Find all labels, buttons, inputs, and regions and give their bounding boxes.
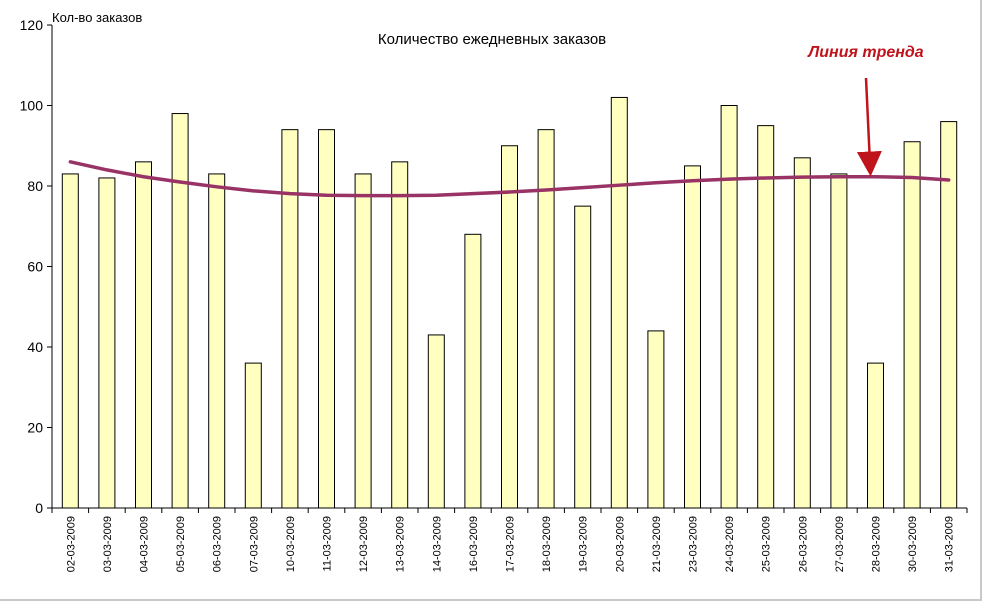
x-tick-label-06-03-2009: 06-03-2009	[212, 516, 224, 572]
x-tick-label-27-03-2009: 27-03-2009	[834, 516, 846, 572]
bar-03-03-2009	[98, 177, 116, 509]
x-tick-label-21-03-2009: 21-03-2009	[651, 516, 663, 572]
x-tick-label-03-03-2009: 03-03-2009	[102, 516, 114, 572]
bar-16-03-2009	[464, 233, 482, 509]
bar-11-03-2009	[318, 129, 335, 509]
x-tick-label-18-03-2009: 18-03-2009	[541, 516, 553, 572]
x-tick-label-31-03-2009: 31-03-2009	[944, 516, 956, 572]
x-tick-label-12-03-2009: 12-03-2009	[358, 516, 370, 572]
bar-10-03-2009	[281, 129, 299, 509]
bar-25-03-2009	[757, 125, 775, 509]
trend-annotation: Линия тренда	[807, 44, 924, 61]
bar-04-03-2009	[135, 161, 152, 509]
x-tick-label-14-03-2009: 14-03-2009	[431, 516, 443, 572]
x-tick-label-13-03-2009: 13-03-2009	[395, 516, 407, 572]
bar-07-03-2009	[244, 362, 262, 509]
bar-17-03-2009	[501, 145, 518, 509]
trend-annotation-arrow	[856, 77, 882, 177]
y-tick-label-60: 60	[27, 259, 43, 275]
bar-24-03-2009	[720, 105, 738, 509]
x-tick-label-04-03-2009: 04-03-2009	[139, 516, 151, 572]
x-tick-label-05-03-2009: 05-03-2009	[175, 516, 187, 572]
x-tick-label-28-03-2009: 28-03-2009	[871, 516, 883, 572]
bar-05-03-2009	[171, 113, 189, 509]
x-tick-label-26-03-2009: 26-03-2009	[797, 516, 809, 572]
y-tick-label-0: 0	[35, 500, 43, 516]
y-tick-label-20: 20	[27, 420, 43, 436]
y-tick-label-80: 80	[27, 178, 43, 194]
y-axis-label: Кол-во заказов	[52, 10, 142, 25]
x-tick-label-19-03-2009: 19-03-2009	[578, 516, 590, 572]
bar-26-03-2009	[793, 157, 811, 509]
y-tick-label-120: 120	[20, 17, 44, 33]
x-tick-label-20-03-2009: 20-03-2009	[614, 516, 626, 572]
y-tick-label-40: 40	[27, 339, 43, 355]
bar-27-03-2009	[830, 173, 848, 509]
x-tick-label-10-03-2009: 10-03-2009	[285, 516, 297, 572]
bar-06-03-2009	[208, 173, 226, 509]
x-tick-label-16-03-2009: 16-03-2009	[468, 516, 480, 572]
x-tick-label-30-03-2009: 30-03-2009	[907, 516, 919, 572]
bar-23-03-2009	[684, 165, 701, 509]
x-tick-label-17-03-2009: 17-03-2009	[505, 516, 517, 572]
x-tick-label-24-03-2009: 24-03-2009	[724, 516, 736, 572]
bar-14-03-2009	[427, 334, 445, 509]
x-tick-label-23-03-2009: 23-03-2009	[688, 516, 700, 572]
bar-19-03-2009	[574, 205, 592, 509]
bar-02-03-2009	[61, 173, 79, 509]
x-tick-label-07-03-2009: 07-03-2009	[248, 516, 260, 572]
bar-13-03-2009	[391, 161, 409, 509]
x-tick-label-11-03-2009: 11-03-2009	[322, 516, 334, 571]
x-tick-label-02-03-2009: 02-03-2009	[65, 516, 77, 572]
bar-28-03-2009	[867, 362, 884, 509]
bar-21-03-2009	[647, 330, 665, 509]
x-tick-label-25-03-2009: 25-03-2009	[761, 516, 773, 572]
trend-line	[68, 160, 951, 198]
bar-20-03-2009	[610, 96, 628, 509]
bar-18-03-2009	[537, 129, 555, 509]
y-tick-label-100: 100	[20, 98, 44, 114]
bar-12-03-2009	[354, 173, 372, 509]
bar-30-03-2009	[903, 141, 921, 509]
chart-title: Количество ежедневных заказов	[378, 31, 606, 48]
